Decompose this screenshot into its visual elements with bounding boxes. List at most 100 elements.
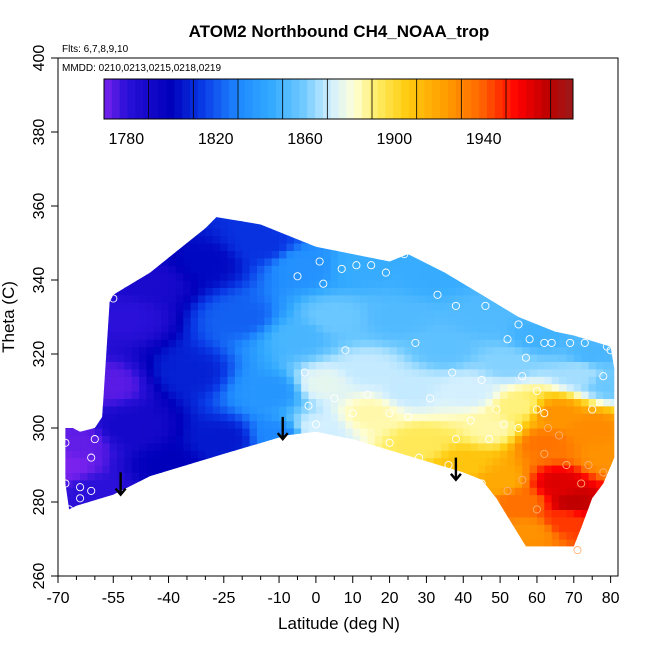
field-cell: [404, 398, 413, 407]
field-cell: [492, 391, 501, 399]
field-cell: [463, 339, 472, 348]
field-cell: [345, 368, 354, 377]
observation-marker: [540, 409, 549, 418]
field-cell: [271, 376, 280, 385]
field-cell: [183, 361, 192, 370]
field-cell: [492, 376, 501, 385]
field-cell: [441, 354, 450, 362]
field-cell: [514, 509, 523, 518]
field-cell: [286, 243, 295, 251]
field-cell: [242, 317, 251, 325]
field-cell: [529, 420, 538, 429]
observation-marker: [518, 475, 527, 484]
field-cell: [205, 361, 214, 370]
field-cell: [116, 317, 125, 325]
field-cell: [559, 391, 568, 399]
field-cell: [161, 420, 170, 429]
field-cell: [441, 294, 450, 303]
field-cell: [308, 265, 317, 274]
field-cell: [338, 391, 346, 399]
field-cell: [536, 346, 545, 355]
field-cell: [315, 346, 324, 355]
field-cell: [411, 317, 420, 325]
field-cell: [529, 339, 538, 348]
field-cell: [256, 354, 265, 362]
field-cell: [234, 309, 243, 318]
field-cell: [404, 272, 413, 281]
field-cell: [544, 465, 553, 473]
field-cell: [610, 383, 615, 392]
field-cell: [161, 442, 170, 451]
field-cell: [124, 324, 133, 333]
field-cell: [168, 391, 177, 399]
field-cell: [153, 405, 162, 414]
field-cell: [183, 450, 192, 459]
colorbar-tick-label: 1900: [377, 131, 413, 148]
field-cell: [153, 287, 162, 296]
field-cell: [360, 428, 369, 436]
field-cell: [301, 302, 310, 311]
field-cell: [522, 391, 531, 399]
field-cell: [419, 324, 428, 333]
field-cell: [256, 272, 265, 281]
colorbar-segment: [565, 79, 574, 119]
y-tick-label: 320: [31, 341, 48, 368]
field-cell: [352, 368, 361, 377]
field-cell: [345, 339, 354, 348]
field-cell: [220, 220, 229, 229]
field-cell: [389, 420, 398, 429]
field-cell: [183, 339, 192, 348]
field-cell: [426, 413, 435, 422]
field-cell: [116, 465, 125, 473]
field-cell: [198, 265, 206, 274]
field-cell: [522, 539, 531, 547]
field-cell: [389, 287, 398, 296]
field-cell: [581, 450, 590, 459]
field-cell: [492, 405, 501, 414]
field-cell: [330, 302, 339, 311]
arrow-head: [449, 473, 462, 482]
field-cell: [573, 465, 582, 473]
field-cell: [433, 368, 442, 377]
field-cell: [323, 324, 332, 333]
field-cell: [441, 331, 450, 340]
field-cell: [419, 272, 428, 281]
field-cell: [323, 420, 332, 429]
field-cell: [603, 405, 612, 414]
field-cell: [389, 368, 398, 377]
field-cell: [419, 280, 428, 288]
field-cell: [242, 265, 251, 274]
field-cell: [205, 317, 214, 325]
field-cell: [522, 442, 531, 451]
field-cell: [433, 331, 442, 340]
field-cell: [175, 265, 184, 274]
field-cell: [301, 354, 310, 362]
field-cell: [153, 398, 162, 407]
field-cell: [559, 524, 568, 533]
field-cell: [146, 361, 155, 370]
colorbar-segment: [275, 79, 285, 119]
field-cell: [139, 465, 148, 473]
field-cell: [242, 398, 251, 407]
field-cell: [478, 457, 486, 466]
field-cell: [441, 405, 450, 414]
field-cell: [220, 376, 229, 385]
field-cell: [72, 479, 81, 488]
field-cell: [522, 324, 531, 333]
field-cell: [529, 346, 538, 355]
field-cell: [529, 376, 538, 385]
field-cell: [205, 272, 214, 281]
colorbar-tick-label: 1860: [287, 131, 323, 148]
observation-marker: [304, 401, 313, 410]
field-cell: [220, 250, 229, 259]
field-cell: [404, 331, 413, 340]
field-cell: [522, 494, 531, 503]
field-cell: [352, 309, 361, 318]
field-cell: [448, 420, 457, 429]
observation-marker: [540, 449, 549, 458]
field-cell: [404, 339, 413, 348]
field-cell: [588, 405, 597, 414]
field-cell: [227, 413, 236, 422]
field-cell: [448, 457, 457, 466]
field-cell: [87, 442, 96, 451]
